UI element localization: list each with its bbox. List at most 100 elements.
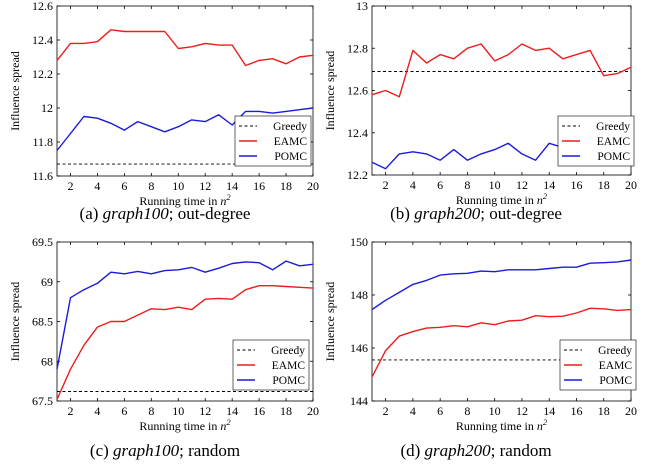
series-line-eamc bbox=[371, 43, 632, 98]
caption: (d) graph200; random bbox=[400, 441, 551, 460]
x-tick-label: 20 bbox=[307, 404, 319, 418]
x-tick-label: 12 bbox=[199, 404, 211, 418]
y-tick-label: 67.5 bbox=[32, 394, 53, 408]
y-axis-title: Influence spread bbox=[323, 51, 337, 131]
y-axis-title: Influence spread bbox=[323, 282, 337, 362]
legend-label-eamc: EAMC bbox=[274, 136, 308, 148]
x-tick-label: 12 bbox=[516, 178, 528, 192]
x-tick-label: 14 bbox=[226, 179, 238, 193]
x-tick-label: 14 bbox=[226, 404, 238, 418]
chart-panel-1: 2 4 6 8 10 12 14 16 18 20 12.2 12.4 12.6 12.8 13 Runnin… bbox=[323, 0, 637, 223]
y-tick-label: 12.8 bbox=[347, 41, 368, 55]
x-tick-label: 2 bbox=[383, 404, 389, 418]
x-axis-title-exp: 2 bbox=[543, 417, 548, 427]
x-tick-label: 4 bbox=[410, 178, 416, 192]
plot-frame bbox=[56, 5, 314, 177]
caption-part: (c) bbox=[90, 441, 113, 460]
x-tick-label: 20 bbox=[625, 178, 637, 192]
legend-label-eamc: EAMC bbox=[272, 360, 306, 372]
legend-label-greedy: Greedy bbox=[271, 345, 305, 357]
x-tick-label: 2 bbox=[383, 178, 389, 192]
x-tick-label: 2 bbox=[67, 179, 73, 193]
x-axis-title-var: n bbox=[537, 193, 543, 207]
caption: (b) graph200; out-degree bbox=[390, 204, 562, 223]
x-tick-label: 4 bbox=[94, 179, 100, 193]
y-tick-label: 69 bbox=[41, 275, 53, 289]
x-tick-label: 10 bbox=[172, 179, 184, 193]
caption-part: (b) bbox=[390, 204, 414, 223]
x-tick-label: 18 bbox=[598, 404, 610, 418]
x-tick-label: 18 bbox=[598, 178, 610, 192]
x-axis-title-var: n bbox=[220, 194, 226, 208]
x-axis-title-var: n bbox=[537, 419, 543, 433]
y-tick-label: 11.6 bbox=[32, 169, 53, 183]
legend: Greedy EAMC POMC bbox=[559, 339, 637, 391]
x-tick-label: 6 bbox=[121, 179, 127, 193]
y-tick-label: 12.4 bbox=[32, 33, 53, 47]
y-tick-label: 69.5 bbox=[32, 235, 53, 249]
x-tick-label: 16 bbox=[253, 404, 265, 418]
legend-label-pomc: POMC bbox=[599, 375, 632, 387]
x-axis-title-text: Running time in bbox=[139, 194, 220, 208]
x-tick-label: 20 bbox=[307, 179, 319, 193]
x-tick-label: 16 bbox=[570, 178, 582, 192]
x-axis-title-text: Running time in bbox=[456, 419, 537, 433]
y-tick-label: 13 bbox=[356, 0, 368, 13]
chart-panel-2: 2 4 6 8 10 12 14 16 18 2067.56868.56969.5Running … bbox=[8, 235, 319, 460]
series-line-eamc bbox=[56, 29, 314, 67]
legend-label-pomc: POMC bbox=[274, 151, 307, 163]
series-line-pomc bbox=[56, 107, 314, 151]
legend-label-greedy: Greedy bbox=[598, 345, 632, 357]
y-tick-label: 12.6 bbox=[32, 0, 53, 13]
caption-part: graph100 bbox=[103, 204, 170, 223]
y-tick-label: 12.6 bbox=[347, 84, 368, 98]
x-axis-title: Running time in n2 bbox=[456, 417, 548, 433]
x-tick-label: 2 bbox=[67, 404, 73, 418]
caption-part: graph100 bbox=[113, 441, 180, 460]
x-tick-label: 12 bbox=[516, 404, 528, 418]
legend-label-pomc: POMC bbox=[272, 375, 305, 387]
x-tick-label: 8 bbox=[148, 404, 154, 418]
x-axis-title: Running time in n2 bbox=[456, 191, 548, 207]
x-tick-label: 8 bbox=[148, 179, 154, 193]
x-tick-label: 12 bbox=[199, 179, 211, 193]
caption-part: ; random bbox=[179, 441, 240, 460]
x-tick-label: 18 bbox=[280, 404, 292, 418]
series-line-pomc bbox=[56, 260, 314, 370]
y-axis-title: Influence spread bbox=[8, 282, 22, 362]
y-tick-label: 12.2 bbox=[347, 168, 368, 182]
x-tick-label: 14 bbox=[543, 404, 555, 418]
x-axis-title-text: Running time in bbox=[139, 419, 220, 433]
x-axis-title-text: Running time in bbox=[456, 193, 537, 207]
y-tick-label: 68 bbox=[41, 354, 53, 368]
x-tick-label: 10 bbox=[172, 404, 184, 418]
x-axis-title-exp: 2 bbox=[543, 191, 548, 201]
caption: (c) graph100; random bbox=[90, 441, 240, 460]
x-axis-title-exp: 2 bbox=[226, 192, 231, 202]
series-line-pomc bbox=[371, 259, 632, 311]
x-tick-label: 6 bbox=[437, 178, 443, 192]
legend-label-pomc: POMC bbox=[597, 151, 630, 163]
y-tick-label: 150 bbox=[350, 235, 368, 249]
x-tick-label: 10 bbox=[489, 404, 501, 418]
x-tick-label: 16 bbox=[570, 404, 582, 418]
x-tick-label: 10 bbox=[489, 178, 501, 192]
legend-label-eamc: EAMC bbox=[597, 136, 631, 148]
caption-part: graph200 bbox=[425, 441, 492, 460]
x-tick-label: 4 bbox=[94, 404, 100, 418]
x-tick-label: 20 bbox=[625, 404, 637, 418]
x-tick-label: 6 bbox=[437, 404, 443, 418]
series-line-eamc bbox=[371, 307, 632, 378]
y-axis-title: Influence spread bbox=[8, 51, 22, 131]
y-tick-label: 68.5 bbox=[32, 315, 53, 329]
x-axis-title: Running time in n2 bbox=[139, 417, 231, 433]
y-tick-label: 12.4 bbox=[347, 126, 368, 140]
y-tick-label: 12 bbox=[41, 101, 53, 115]
x-tick-label: 4 bbox=[410, 404, 416, 418]
legend: Greedy EAMC POMC bbox=[234, 115, 312, 167]
x-tick-label: 18 bbox=[280, 179, 292, 193]
caption-part: ; random bbox=[491, 441, 552, 460]
x-axis-title-var: n bbox=[220, 419, 226, 433]
y-tick-label: 146 bbox=[350, 341, 368, 355]
